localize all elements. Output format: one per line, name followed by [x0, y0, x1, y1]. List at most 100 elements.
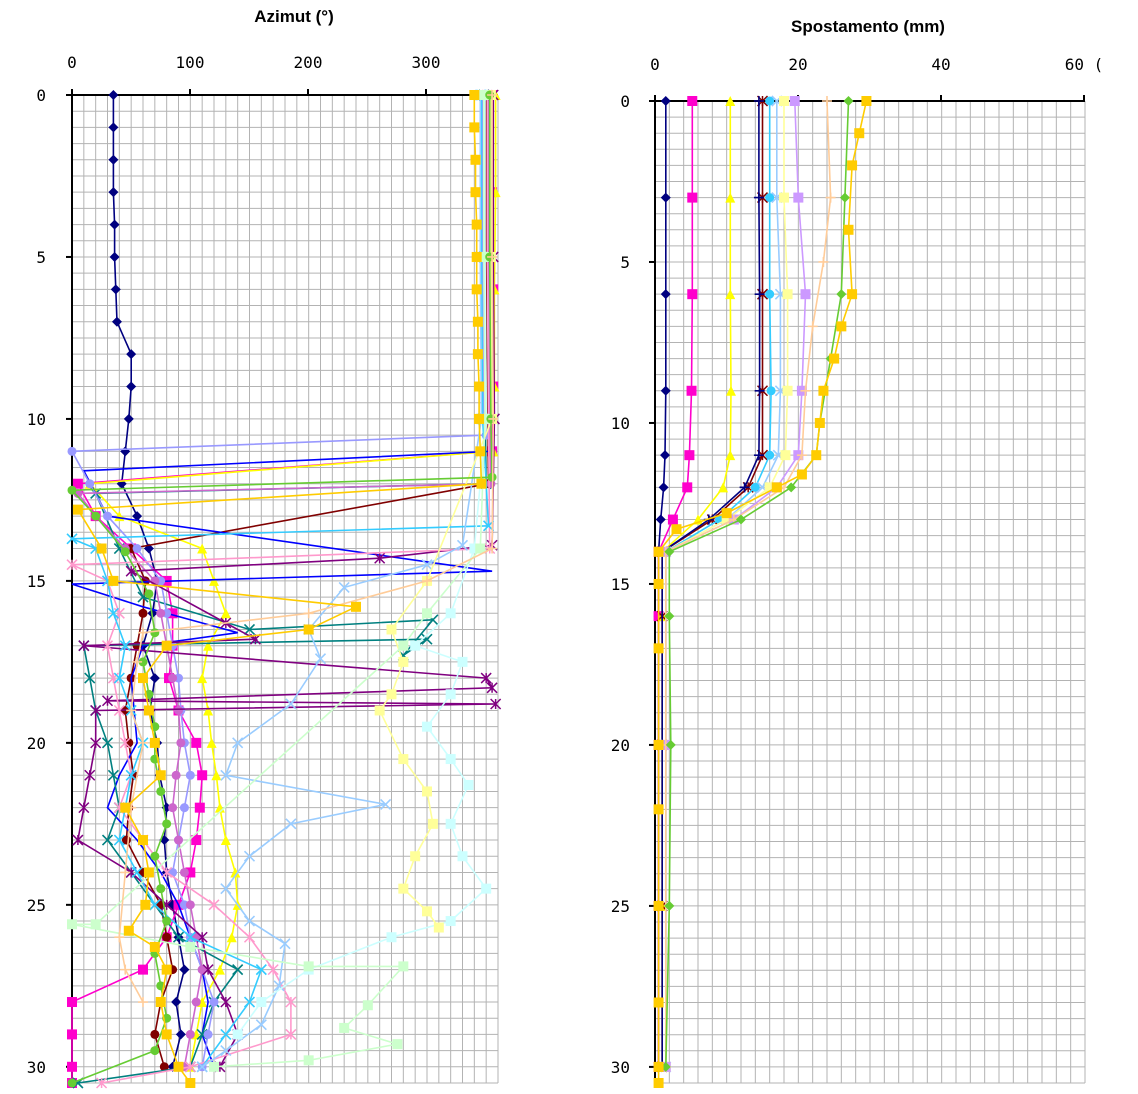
data-point-marker [445, 818, 456, 829]
data-point-marker [814, 417, 825, 428]
data-point-marker [653, 739, 664, 750]
data-point-marker [386, 689, 397, 700]
data-point-marker [667, 514, 678, 525]
data-point-marker [67, 1029, 77, 1040]
data-point-marker [67, 485, 77, 495]
data-point-marker [765, 450, 775, 460]
data-point-marker [179, 803, 189, 813]
data-point-marker [156, 786, 166, 796]
data-point-marker [255, 964, 267, 976]
data-point-marker [338, 581, 350, 593]
data-point-marker [665, 739, 676, 750]
data-point-marker [156, 884, 166, 894]
data-point-marker [861, 96, 872, 106]
data-point-marker [765, 289, 775, 299]
series-12 [653, 96, 872, 1088]
data-point-marker [753, 96, 764, 106]
y-tick-label: 5 [620, 253, 630, 272]
data-point-marker [67, 997, 77, 1008]
data-point-marker [374, 552, 386, 564]
data-point-marker [67, 1078, 77, 1088]
data-point-marker [660, 289, 671, 300]
data-point-marker [351, 601, 361, 612]
data-point-marker [303, 608, 314, 619]
spostamento-y-tick-labels: 0 5 10 15 20 25 30 [611, 92, 630, 1077]
data-point-marker [374, 705, 385, 716]
data-point-marker [474, 381, 485, 392]
data-point-marker [398, 640, 409, 651]
data-point-marker [162, 819, 172, 829]
data-point-marker [721, 514, 732, 525]
data-point-marker [433, 922, 444, 933]
data-point-marker [469, 543, 480, 554]
data-point-marker [114, 932, 125, 943]
data-point-marker [220, 1028, 232, 1040]
data-point-marker [481, 883, 492, 894]
series-12 [196, 89, 487, 1073]
data-point-marker [725, 450, 736, 461]
data-point-marker [161, 964, 172, 975]
data-point-marker [174, 705, 183, 715]
data-point-marker [171, 770, 181, 780]
data-point-marker [822, 96, 832, 106]
data-point-marker [220, 769, 232, 781]
data-point-marker [686, 385, 697, 396]
data-point-marker [422, 575, 432, 586]
data-point-marker [303, 961, 314, 972]
data-point-marker [90, 919, 101, 930]
data-point-marker [162, 932, 172, 942]
data-point-marker [96, 1077, 108, 1089]
data-point-marker [113, 704, 125, 717]
data-point-marker [653, 804, 664, 815]
data-point-marker [172, 931, 185, 943]
data-point-marker [243, 996, 256, 1008]
data-point-marker [653, 643, 664, 654]
data-point-marker [653, 546, 664, 557]
data-point-marker [469, 122, 480, 133]
data-point-marker [410, 640, 421, 651]
data-point-marker [836, 289, 847, 300]
data-point-marker [682, 482, 693, 493]
data-point-marker [150, 851, 160, 861]
data-point-marker [162, 916, 172, 926]
data-point-marker [155, 770, 166, 781]
y-tick-label: 0 [620, 92, 630, 111]
data-point-marker [445, 689, 456, 700]
data-point-marker [653, 997, 664, 1008]
series-2 [67, 90, 499, 1088]
data-point-marker [422, 608, 432, 619]
series-17 [114, 90, 499, 1008]
data-point-marker [138, 997, 148, 1008]
data-point-marker [176, 738, 186, 748]
data-point-marker [101, 695, 114, 707]
data-point-marker [786, 482, 797, 493]
azimut-y-tick-labels: 0 5 10 15 20 25 30 [27, 86, 46, 1077]
data-point-marker [149, 673, 160, 684]
data-point-marker [653, 1078, 664, 1088]
data-point-marker [410, 851, 421, 862]
data-point-marker [84, 769, 96, 781]
data-point-marker [754, 289, 765, 300]
data-point-marker [847, 160, 858, 171]
data-point-marker [422, 906, 432, 917]
data-point-marker [273, 980, 285, 992]
data-point-marker [765, 193, 775, 203]
data-point-marker [362, 1000, 373, 1011]
data-point-marker [85, 479, 95, 489]
data-point-marker [836, 321, 847, 332]
data-point-marker [660, 450, 671, 461]
data-point-marker [782, 385, 793, 396]
data-point-marker [209, 997, 219, 1007]
data-point-marker [671, 524, 682, 535]
data-point-marker [159, 1062, 169, 1072]
data-point-marker [101, 834, 114, 846]
data-point-marker [203, 705, 214, 716]
data-point-marker [829, 353, 840, 364]
data-point-marker [800, 289, 811, 300]
data-point-marker [191, 835, 202, 846]
data-point-marker [800, 385, 811, 396]
azimut-chart-title: Azimut (°) [254, 7, 334, 26]
data-point-marker [793, 192, 804, 203]
data-point-marker [471, 251, 482, 262]
